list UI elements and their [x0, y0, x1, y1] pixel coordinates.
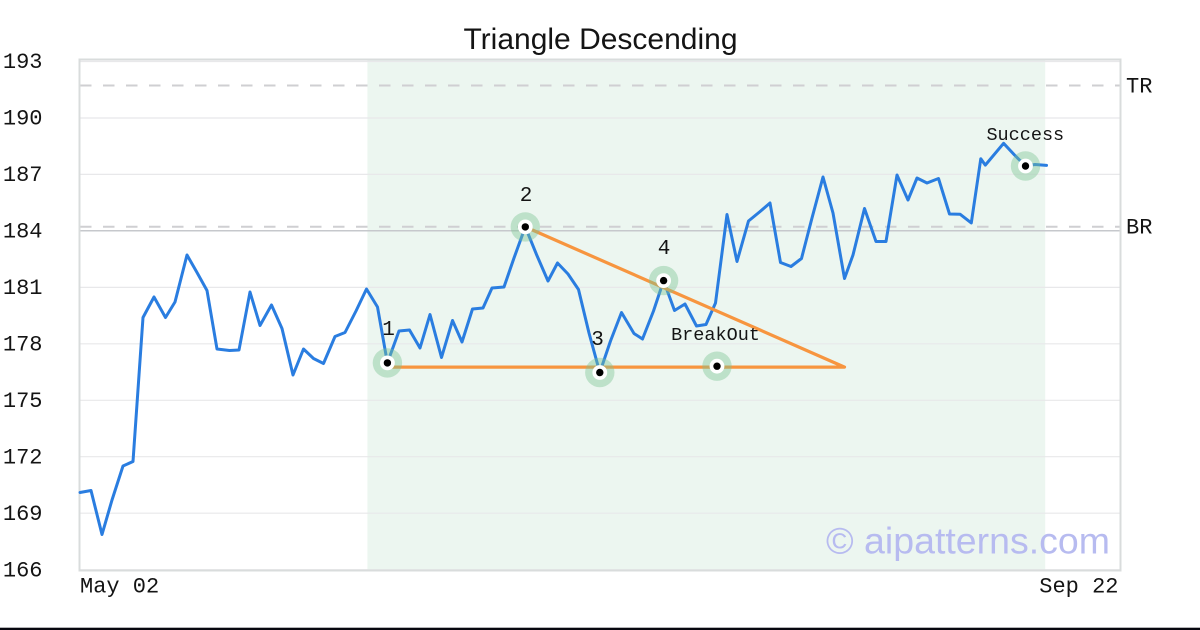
svg-text:Sep 22: Sep 22	[1039, 575, 1118, 600]
svg-text:187: 187	[3, 163, 43, 188]
svg-text:169: 169	[3, 502, 43, 527]
svg-text:2: 2	[520, 185, 533, 208]
svg-text:Triangle Descending: Triangle Descending	[463, 23, 737, 56]
svg-text:4: 4	[658, 238, 671, 261]
svg-text:BR: BR	[1126, 216, 1152, 241]
svg-text:175: 175	[3, 389, 43, 414]
svg-text:172: 172	[3, 445, 43, 470]
svg-text:184: 184	[3, 220, 43, 245]
svg-text:1: 1	[382, 319, 395, 342]
svg-text:3: 3	[591, 329, 604, 352]
svg-text:178: 178	[3, 333, 43, 358]
svg-text:May 02: May 02	[80, 575, 159, 600]
svg-text:166: 166	[3, 558, 43, 583]
svg-text:181: 181	[3, 276, 43, 301]
svg-text:TR: TR	[1126, 75, 1152, 100]
svg-text:© aipatterns.com: © aipatterns.com	[826, 520, 1110, 562]
svg-text:BreakOut: BreakOut	[671, 325, 760, 346]
svg-text:193: 193	[3, 50, 43, 75]
svg-text:190: 190	[3, 107, 43, 132]
svg-text:Success: Success	[986, 125, 1064, 146]
